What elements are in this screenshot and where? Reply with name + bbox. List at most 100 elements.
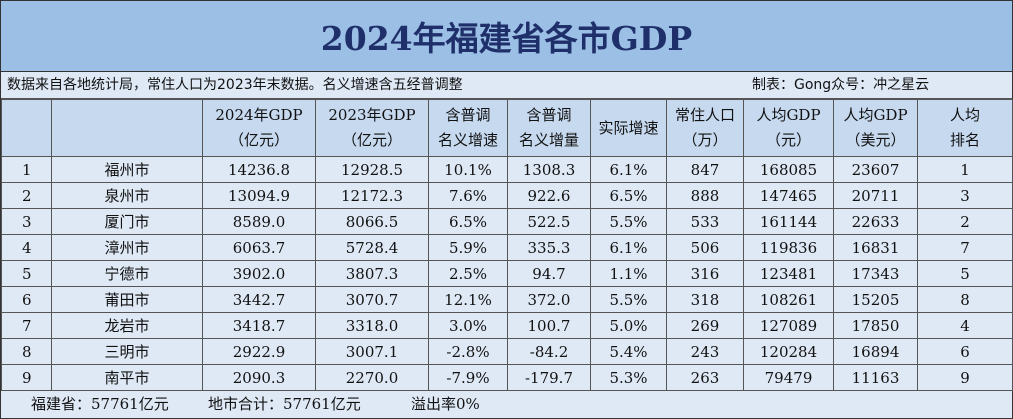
table-row: 2 泉州市 13094.9 12172.3 7.6% 922.6 6.5% 888 147465… (1, 182, 1013, 209)
table-cell: 888 (666, 182, 744, 209)
table-cell: 2270.0 (315, 364, 429, 391)
table-cell: 9 (917, 364, 1013, 391)
table-cell: 3418.7 (202, 312, 316, 339)
table-cell: 宁德市 (51, 260, 203, 287)
table-cell: 506 (666, 234, 744, 261)
table-cell: 847 (666, 156, 744, 183)
table-cell: 8 (1, 338, 52, 365)
column-header-line2: （美元） (845, 131, 906, 149)
table-cell: 120284 (743, 338, 834, 365)
overflow-rate: 溢出率0% (411, 395, 480, 413)
table-cell: 522.5 (507, 208, 591, 235)
table-cell: 372.0 (507, 286, 591, 313)
column-header-line2: （元） (765, 131, 811, 149)
credit-text: 制表：Gong众号：冲之星云 (752, 77, 930, 93)
table-cell: 22633 (833, 208, 918, 235)
column-header-line2: 排名 (949, 131, 980, 149)
column-header: 2023年GDP （亿元） (315, 99, 429, 157)
table-cell: 龙岩市 (51, 312, 203, 339)
table-cell: 23607 (833, 156, 918, 183)
column-header: 2024年GDP （亿元） (202, 99, 316, 157)
gdp-table: 2024年GDP （亿元） 2023年GDP （亿元） 含普调 名义增速 含普调 名义增量 实际… (1, 99, 1013, 391)
table-cell: 8 (917, 286, 1013, 313)
table-cell: 三明市 (51, 338, 203, 365)
table-cell: 8589.0 (202, 208, 316, 235)
table-cell: 1.1% (590, 260, 667, 287)
table-cell: 243 (666, 338, 744, 365)
column-header-line2: （万） (682, 131, 728, 149)
column-header-line1: 2024年GDP (215, 106, 303, 124)
table-cell: -179.7 (507, 364, 591, 391)
column-header: 常住人口 （万） (666, 99, 744, 157)
table-cell: 16831 (833, 234, 918, 261)
table-cell: 5 (917, 260, 1013, 287)
column-header-line1: 人均GDP (843, 106, 908, 124)
table-cell: 5.9% (428, 234, 508, 261)
city-sum: 地市合计：57761亿元 (208, 395, 361, 413)
page-title: 2024年福建省各市GDP (1, 1, 1012, 72)
table-cell: 7.6% (428, 182, 508, 209)
table-cell: 5.5% (590, 286, 667, 313)
table-cell: 5 (1, 260, 52, 287)
table-cell: 6063.7 (202, 234, 316, 261)
column-header-line1: 常住人口 (674, 106, 735, 124)
table-cell: 168085 (743, 156, 834, 183)
column-header-line1: 实际增速 (598, 118, 659, 137)
table-cell: 533 (666, 208, 744, 235)
table-cell: 263 (666, 364, 744, 391)
table-row: 6 莆田市 3442.7 3070.7 12.1% 372.0 5.5% 318 108261 1… (1, 286, 1013, 313)
column-header (51, 99, 203, 157)
table-cell: 2 (1, 182, 52, 209)
table-cell: 10.1% (428, 156, 508, 183)
table-cell: -84.2 (507, 338, 591, 365)
table-cell: 6.5% (590, 182, 667, 209)
table-cell: 12928.5 (315, 156, 429, 183)
table-cell: 269 (666, 312, 744, 339)
table-cell: 20711 (833, 182, 918, 209)
table-row: 1 福州市 14236.8 12928.5 10.1% 1308.3 6.1% 847 1680… (1, 156, 1013, 183)
province-total: 福建省：57761亿元 (31, 395, 169, 413)
table-cell: 147465 (743, 182, 834, 209)
table-cell: 2 (917, 208, 1013, 235)
table-cell: 7 (1, 312, 52, 339)
table-cell: -2.8% (428, 338, 508, 365)
table-cell: 6.1% (590, 234, 667, 261)
table-cell: 11163 (833, 364, 918, 391)
table-row: 7 龙岩市 3418.7 3318.0 3.0% 100.7 5.0% 269 127089 17… (1, 312, 1013, 339)
table-cell: 127089 (743, 312, 834, 339)
table-cell: 123481 (743, 260, 834, 287)
table-cell: 15205 (833, 286, 918, 313)
table-cell: 119836 (743, 234, 834, 261)
column-header: 人均GDP （元） (743, 99, 834, 157)
table-cell: 13094.9 (202, 182, 316, 209)
column-header-line2: 名义增量 (518, 131, 579, 149)
table-cell: 17850 (833, 312, 918, 339)
table-cell: 3007.1 (315, 338, 429, 365)
table-cell: 17343 (833, 260, 918, 287)
table-cell: 1 (1, 156, 52, 183)
column-header: 实际增速 (590, 99, 667, 157)
table-cell: 318 (666, 286, 744, 313)
column-header: 人均 排名 (917, 99, 1013, 157)
table-cell: 108261 (743, 286, 834, 313)
table-cell: 3070.7 (315, 286, 429, 313)
table-cell: 3318.0 (315, 312, 429, 339)
table-cell: 8066.5 (315, 208, 429, 235)
table-cell: 16894 (833, 338, 918, 365)
column-header-line2: （亿元） (228, 131, 289, 149)
table-cell: 1308.3 (507, 156, 591, 183)
column-header: 含普调 名义增速 (428, 99, 508, 157)
table-cell: 4 (1, 234, 52, 261)
table-cell: 922.6 (507, 182, 591, 209)
table-row: 8 三明市 2922.9 3007.1 -2.8% -84.2 5.4% 243 120284 1… (1, 338, 1013, 365)
table-cell: 5.0% (590, 312, 667, 339)
table-cell: 6.1% (590, 156, 667, 183)
table-cell: 6 (1, 286, 52, 313)
data-source-note: 数据来自各地统计局，常住人口为2023年末数据。名义增速含五经普调整 (7, 77, 463, 93)
table-cell: 莆田市 (51, 286, 203, 313)
column-header (1, 99, 52, 157)
table-cell: 100.7 (507, 312, 591, 339)
table-body: 1 福州市 14236.8 12928.5 10.1% 1308.3 6.1% 847 1680… (1, 156, 1013, 391)
table-row: 4 漳州市 6063.7 5728.4 5.9% 335.3 6.1% 506 119836 16… (1, 234, 1013, 261)
